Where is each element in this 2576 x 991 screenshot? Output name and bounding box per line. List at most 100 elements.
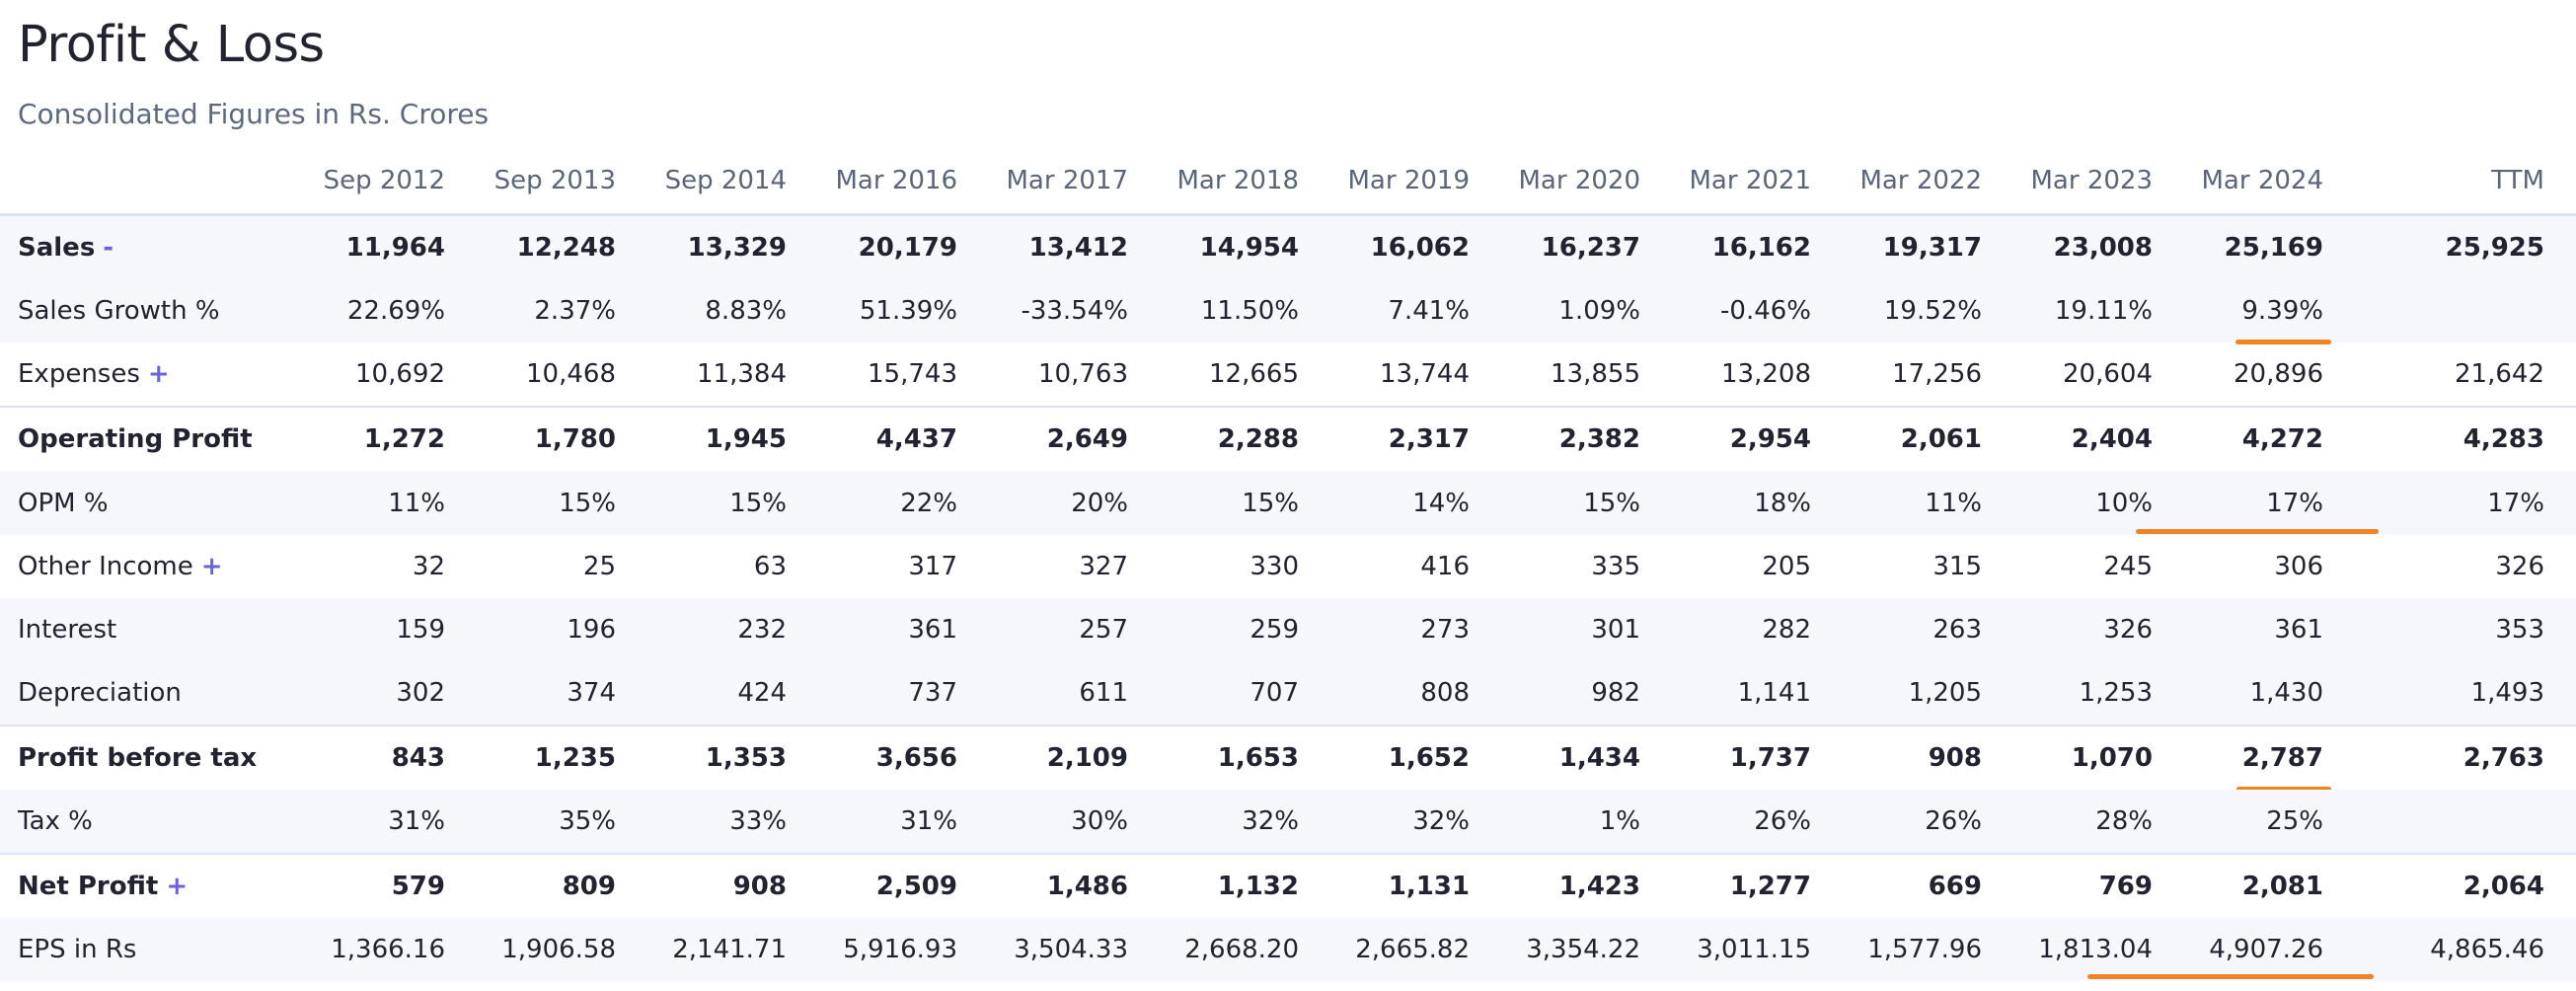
- table-cell: 1.09%: [1501, 279, 1672, 343]
- table-cell: 737: [818, 661, 989, 725]
- table-row-operating-profit: Operating Profit 1,272 1,780 1,945 4,437…: [0, 406, 2576, 471]
- table-cell: 259: [1160, 598, 1330, 661]
- table-cell: 579: [306, 853, 477, 918]
- column-header: Sep 2013: [477, 148, 647, 216]
- table-row-opm: OPM % 11% 15% 15% 22% 20% 15% 14% 15% 18…: [0, 471, 2576, 535]
- table-cell: 2,064: [2355, 853, 2576, 918]
- opm-highlight-underline: [2136, 529, 2379, 534]
- table-cell: 424: [647, 661, 818, 725]
- table-cell: 10,692: [355, 359, 445, 389]
- table-cell-highlighted: 9.39%: [2184, 279, 2355, 344]
- profit-loss-table: Sep 2012 Sep 2013 Sep 2014 Mar 2016 Mar …: [0, 148, 2576, 981]
- table-cell: 15%: [647, 471, 818, 535]
- table-cell: 2,317: [1330, 406, 1501, 471]
- table-cell: 1,353: [647, 724, 818, 790]
- collapse-toggle[interactable]: -: [103, 233, 114, 263]
- table-cell: 31%: [818, 790, 989, 854]
- table-cell: 2,404: [2013, 406, 2184, 471]
- table-row-depreciation: Depreciation 302 374 424 737 611 707 808…: [0, 661, 2576, 725]
- row-label-cell[interactable]: Expenses +: [0, 343, 306, 407]
- table-cell: 1,577.96: [1843, 918, 2013, 981]
- highlight-underline: 9.39%: [2235, 296, 2331, 344]
- table-row-tax: Tax % 31% 35% 33% 31% 30% 32% 32% 1% 26%…: [0, 790, 2576, 854]
- table-cell: 2,141.71: [647, 918, 818, 981]
- table-cell: [2355, 790, 2576, 854]
- table-cell: 51.39%: [818, 279, 989, 343]
- column-header: Mar 2016: [818, 148, 989, 216]
- table-row-expenses[interactable]: Expenses + 10,692 10,468 11,384 15,743 10…: [0, 343, 2576, 407]
- column-header: Mar 2021: [1672, 148, 1843, 216]
- table-cell: 3,354.22: [1501, 918, 1672, 981]
- table-cell: 2,649: [989, 406, 1160, 471]
- table-cell: 32: [412, 552, 445, 581]
- table-cell: 22%: [818, 471, 989, 535]
- column-header: Mar 2019: [1330, 148, 1501, 216]
- row-label: Sales: [18, 233, 96, 263]
- table-cell: 26%: [1672, 790, 1843, 854]
- table-cell-highlighted: 1,813.04: [2013, 918, 2184, 981]
- table-cell: 15,743: [868, 359, 957, 389]
- table-cell: 32%: [1330, 790, 1501, 854]
- table-cell: 317: [908, 552, 957, 581]
- table-row-other-income[interactable]: Other Income + 32 25 63 317 327 330 416 3…: [0, 535, 2576, 598]
- table-cell: 26%: [1843, 790, 2013, 854]
- row-label: Depreciation: [0, 661, 306, 725]
- table-cell: 908: [1843, 724, 2013, 790]
- header-label-cell: [0, 148, 306, 216]
- column-header: Mar 2023: [2013, 148, 2184, 216]
- table-row-net-profit[interactable]: Net Profit + 579 809 908 2,509 1,486 1,13…: [0, 853, 2576, 918]
- row-label-cell[interactable]: Sales -: [0, 214, 306, 279]
- table-cell: 361: [2184, 598, 2355, 661]
- table-cell: 1,486: [989, 853, 1160, 918]
- table-cell: 4,437: [818, 406, 989, 471]
- table-cell-highlighted: 2,787: [2184, 724, 2355, 792]
- expand-toggle[interactable]: +: [200, 552, 223, 581]
- table-cell: 1,205: [1843, 661, 2013, 725]
- table-cell: 611: [989, 661, 1160, 725]
- table-cell: 31%: [306, 790, 477, 854]
- table-cell: 3,011.15: [1672, 918, 1843, 981]
- table-cell: 196: [477, 598, 647, 661]
- table-cell: 14,954: [1160, 214, 1330, 279]
- table-cell: 16,237: [1501, 214, 1672, 279]
- table-cell: 707: [1160, 661, 1330, 725]
- table-cell: 11,964: [306, 214, 477, 279]
- column-header: Mar 2024: [2184, 148, 2355, 216]
- table-cell: 2,109: [989, 724, 1160, 790]
- table-cell: 7.41%: [1330, 279, 1501, 343]
- row-label: OPM %: [0, 471, 306, 535]
- column-header: Sep 2012: [306, 148, 477, 216]
- table-cell: 1,737: [1672, 724, 1843, 790]
- table-cell: 2,954: [1672, 406, 1843, 471]
- table-cell: 669: [1843, 853, 2013, 918]
- table-cell: 23,008: [2013, 214, 2184, 279]
- table-cell: 11%: [306, 471, 477, 535]
- table-cell: 10,468: [526, 359, 616, 389]
- table-cell: 25%: [2184, 790, 2355, 854]
- highlight-underline: 2,787: [2235, 743, 2332, 792]
- row-label-cell[interactable]: Net Profit +: [0, 853, 306, 918]
- table-cell: 2,763: [2355, 724, 2576, 790]
- table-cell: 16,162: [1672, 214, 1843, 279]
- table-cell: 35%: [477, 790, 647, 854]
- expand-toggle[interactable]: +: [147, 359, 170, 389]
- row-label: Tax %: [0, 790, 306, 854]
- table-cell: 11%: [1843, 471, 2013, 535]
- table-cell: 28%: [2013, 790, 2184, 854]
- table-cell: 19,317: [1843, 214, 2013, 279]
- table-cell: 263: [1843, 598, 2013, 661]
- table-cell: 232: [647, 598, 818, 661]
- table-row-sales[interactable]: Sales - 11,964 12,248 13,329 20,179 13,41…: [0, 214, 2576, 279]
- table-header-row: Sep 2012 Sep 2013 Sep 2014 Mar 2016 Mar …: [0, 148, 2576, 216]
- row-label-cell[interactable]: Other Income +: [0, 535, 306, 598]
- table-cell: 1,434: [1501, 724, 1672, 790]
- table-cell: 12,248: [477, 214, 647, 279]
- table-cell: 330: [1250, 552, 1299, 581]
- table-cell: 20,604: [2063, 359, 2153, 389]
- expand-toggle[interactable]: +: [166, 872, 189, 901]
- table-cell: 2,382: [1501, 406, 1672, 471]
- row-label: EPS in Rs: [0, 918, 306, 981]
- table-cell: 11.50%: [1160, 279, 1330, 343]
- table-cell: 2,668.20: [1160, 918, 1330, 981]
- column-header: Mar 2017: [989, 148, 1160, 216]
